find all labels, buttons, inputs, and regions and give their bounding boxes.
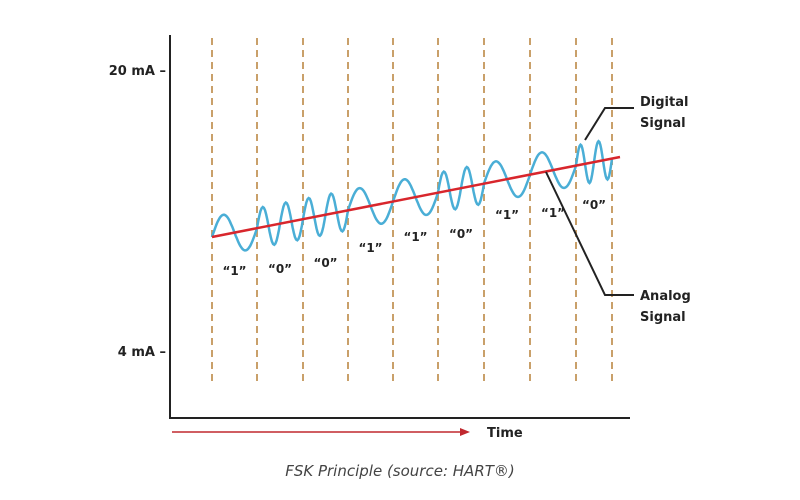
bit-label: “1”: [222, 264, 246, 278]
analog-signal-label-2: Signal: [640, 310, 686, 325]
tick-4ma: 4 mA –: [118, 345, 166, 360]
digital-signal-label-1: Digital: [640, 95, 688, 110]
bit-label: “1”: [541, 206, 565, 220]
tick-20ma: 20 mA –: [109, 64, 166, 79]
analog-signal-label-1: Analog: [640, 289, 691, 304]
digital-signal-label-2: Signal: [640, 116, 686, 131]
caption: FSK Principle (source: HART®): [285, 462, 515, 480]
bit-label: “0”: [313, 256, 337, 270]
bit-label: “1”: [495, 208, 519, 222]
bit-label: “1”: [358, 241, 382, 255]
time-arrow-head: [460, 428, 470, 436]
digital-callout-leader: [584, 107, 634, 141]
bit-label: “0”: [449, 227, 473, 241]
bit-label: “0”: [268, 262, 292, 276]
analog-signal-line: [211, 155, 621, 239]
bit-labels: “1” “0” “0” “1” “1” “0” “1” “1” “0”: [222, 198, 606, 278]
time-label: Time: [487, 426, 523, 441]
bit-label: “1”: [403, 230, 427, 244]
analog-callout-leader: [545, 171, 634, 296]
bit-label: “0”: [582, 198, 606, 212]
